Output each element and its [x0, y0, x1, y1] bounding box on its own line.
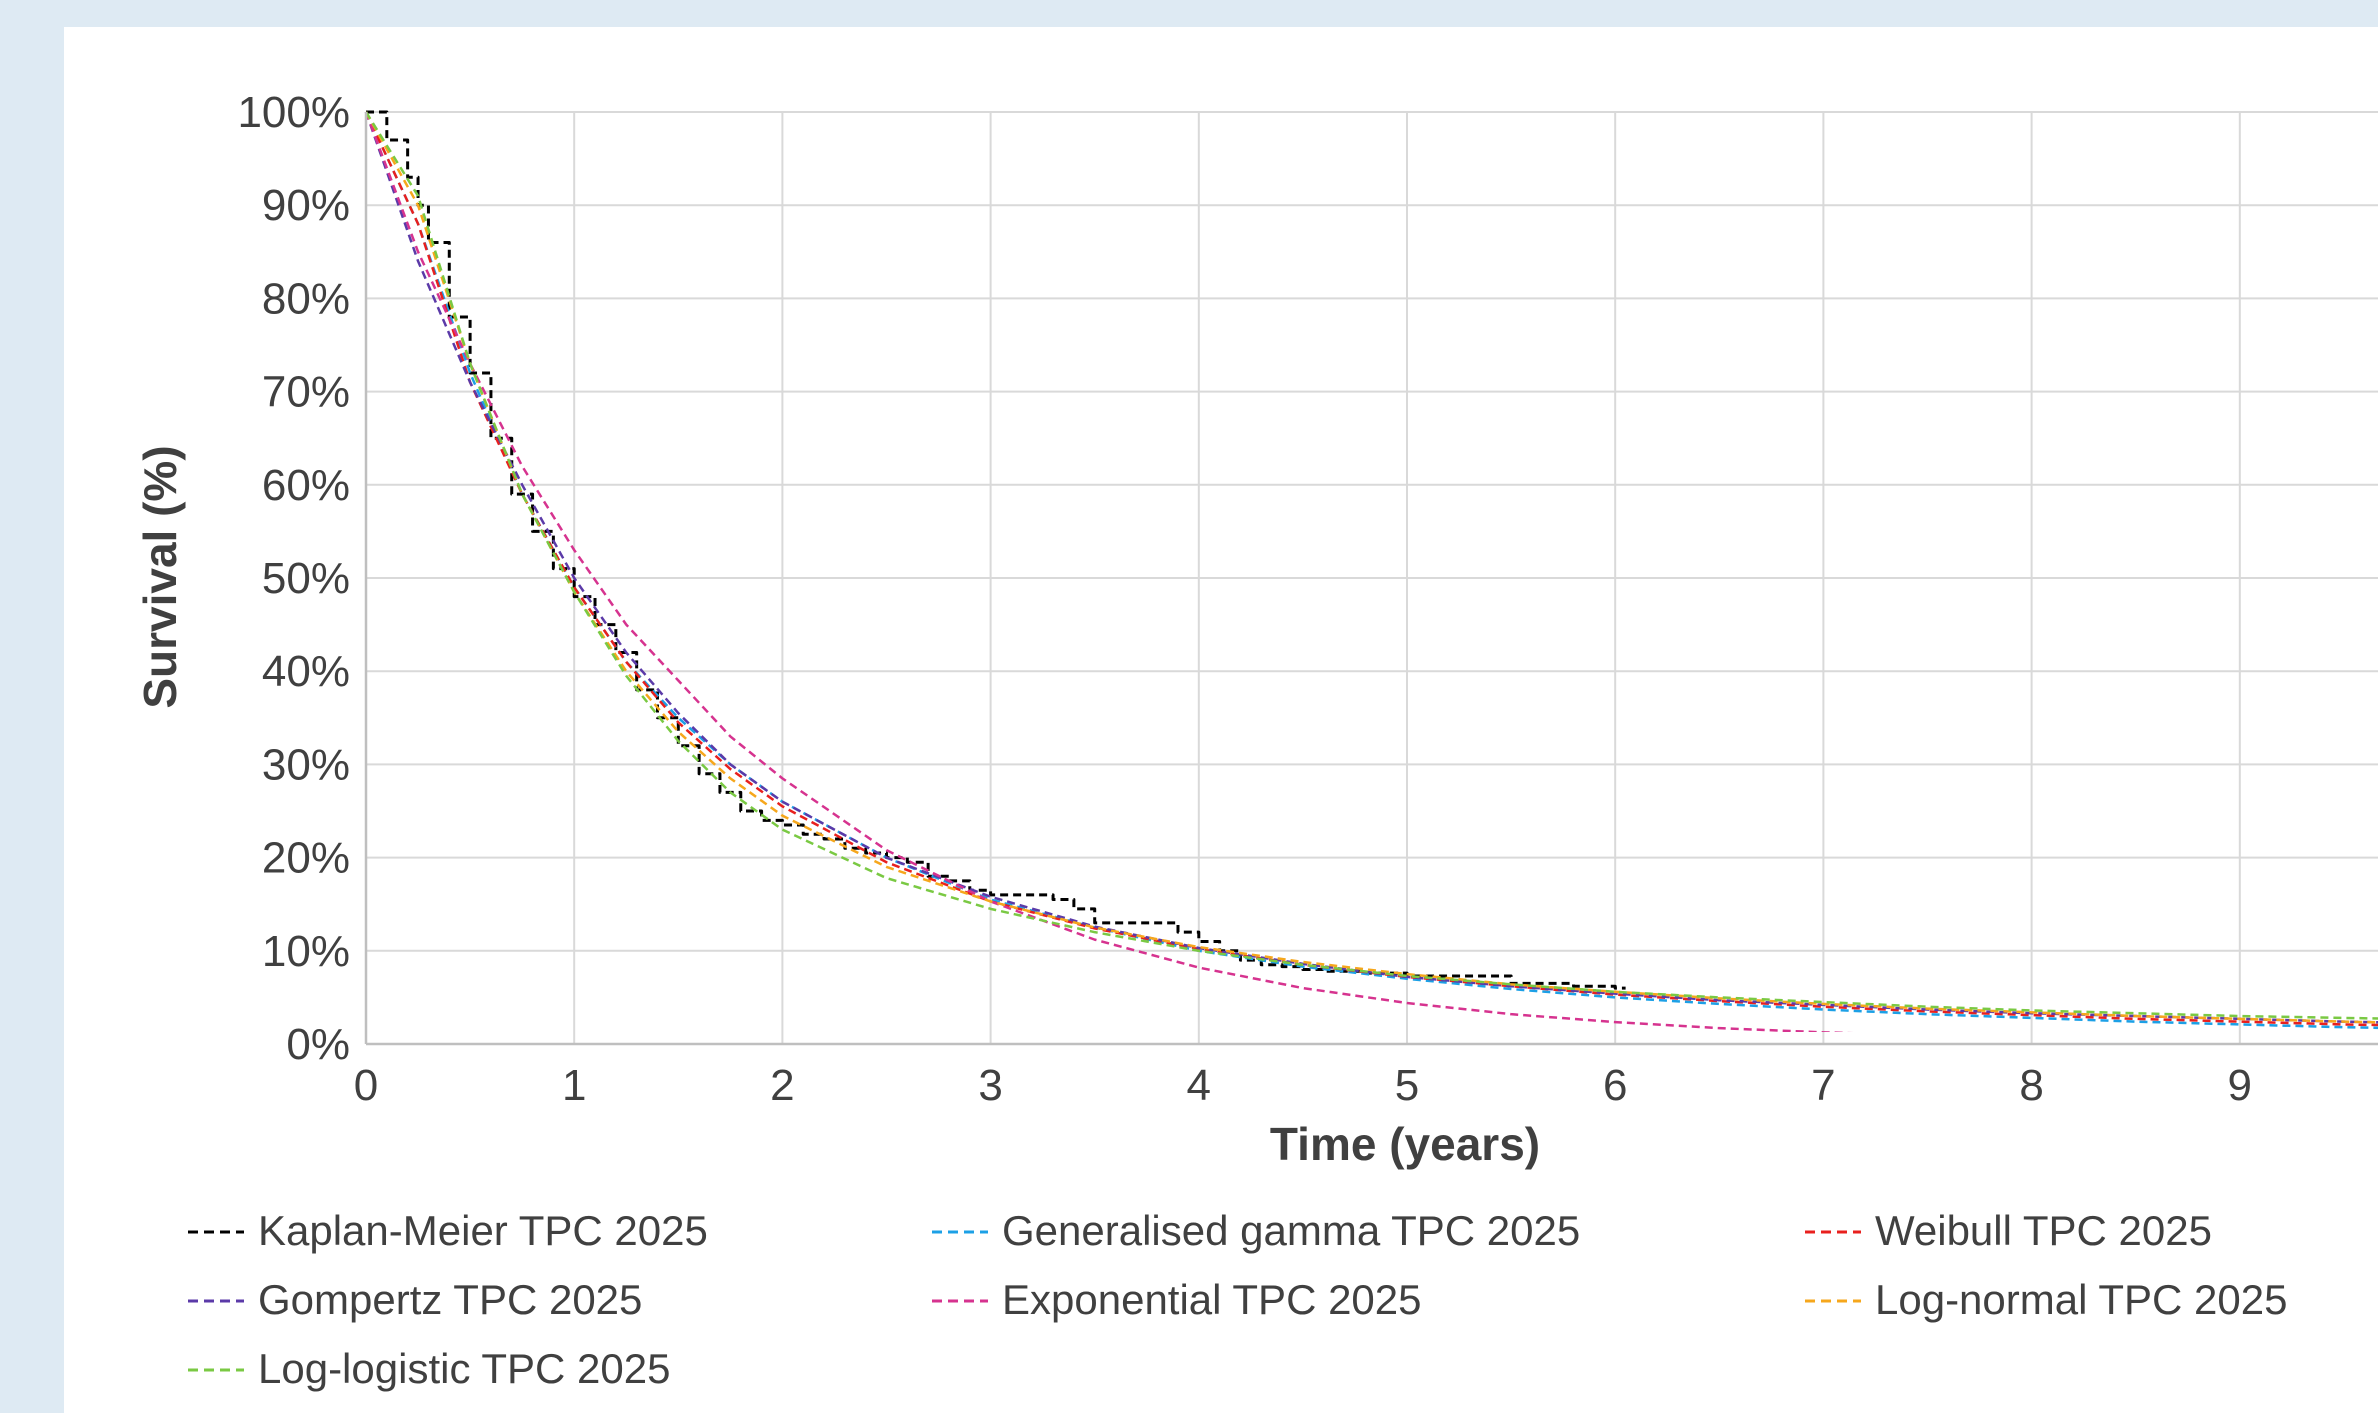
- legend-label: Generalised gamma TPC 2025: [1002, 1207, 1580, 1254]
- y-tick-label: 90%: [262, 181, 350, 230]
- x-tick-label: 5: [1395, 1061, 1419, 1110]
- y-axis-title: Survival (%): [134, 445, 186, 708]
- legend-label: Exponential TPC 2025: [1002, 1276, 1422, 1323]
- legend-item: Log-logistic TPC 2025: [188, 1345, 670, 1392]
- grid: [365, 111, 2378, 1045]
- legend-item: Exponential TPC 2025: [932, 1276, 1422, 1323]
- x-tick-label: 1: [562, 1061, 586, 1110]
- x-axis-title: Time (years): [1270, 1118, 1540, 1170]
- series-line: [364, 111, 2378, 1030]
- y-tick-label: 100%: [237, 88, 350, 137]
- legend-label: Log-normal TPC 2025: [1875, 1276, 2287, 1323]
- x-tick-label: 3: [978, 1061, 1002, 1110]
- legend: Kaplan-Meier TPC 2025 Generalised gamma T…: [188, 1207, 2287, 1392]
- legend-label: Weibull TPC 2025: [1875, 1207, 2212, 1254]
- y-tick-label: 70%: [262, 368, 350, 417]
- y-tick-label: 30%: [262, 740, 350, 789]
- legend-label: Kaplan-Meier TPC 2025: [258, 1207, 708, 1254]
- series-lines: [364, 110, 2378, 1032]
- x-tick-label: 0: [354, 1061, 378, 1110]
- y-tick-label: 40%: [262, 647, 350, 696]
- chart-panel: 0% 10% 20% 30% 40% 50% 60% 70% 80% 90% 100% 0 1 2 3 4 5 6…: [64, 27, 2378, 1413]
- legend-item: Log-normal TPC 2025: [1805, 1276, 2287, 1323]
- survival-chart: 0% 10% 20% 30% 40% 50% 60% 70% 80% 90% 100% 0 1 2 3 4 5 6…: [134, 88, 2378, 1392]
- legend-item: Kaplan-Meier TPC 2025: [188, 1207, 708, 1254]
- x-tick-label: 4: [1187, 1061, 1211, 1110]
- x-tick-label: 9: [2228, 1061, 2252, 1110]
- series-line: [364, 111, 2378, 1027]
- y-tick-label: 50%: [262, 554, 350, 603]
- x-tick-label: 8: [2019, 1061, 2043, 1110]
- series-line: [364, 111, 2378, 1020]
- series-line: [364, 111, 2378, 1024]
- x-tick-label: 7: [1811, 1061, 1835, 1110]
- series-line: [364, 111, 1854, 1032]
- series-line: [364, 111, 2378, 1024]
- y-tick-label: 10%: [262, 927, 350, 976]
- y-tick-label: 80%: [262, 274, 350, 323]
- legend-item: Generalised gamma TPC 2025: [932, 1207, 1580, 1254]
- axes: 0% 10% 20% 30% 40% 50% 60% 70% 80% 90% 100% 0 1 2 3 4 5 6…: [134, 88, 2378, 1170]
- legend-label: Log-logistic TPC 2025: [258, 1345, 670, 1392]
- legend-label: Gompertz TPC 2025: [258, 1276, 642, 1323]
- y-tick-label: 60%: [262, 461, 350, 510]
- legend-item: Weibull TPC 2025: [1805, 1207, 2212, 1254]
- x-tick-label: 6: [1603, 1061, 1627, 1110]
- legend-item: Gompertz TPC 2025: [188, 1276, 642, 1323]
- x-tick-label: 2: [770, 1061, 794, 1110]
- y-tick-label: 0%: [286, 1020, 350, 1069]
- series-line: [366, 110, 1626, 990]
- y-tick-label: 20%: [262, 834, 350, 883]
